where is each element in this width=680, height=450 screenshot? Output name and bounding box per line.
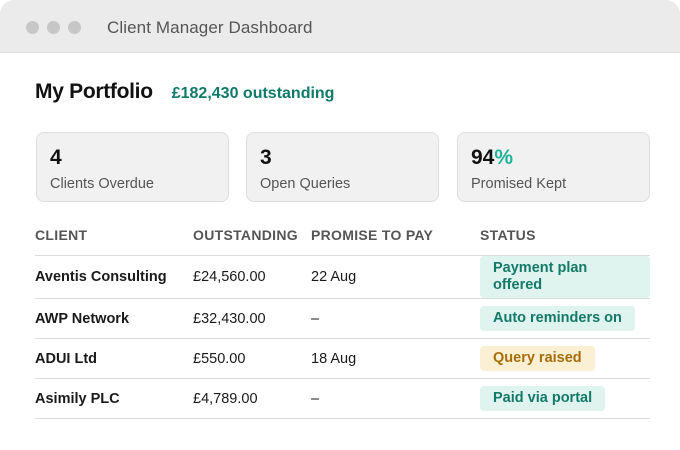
window-close-icon[interactable]: [26, 21, 39, 34]
client-name: ADUI Ltd: [35, 338, 193, 379]
outstanding-amount: £550.00: [193, 338, 311, 379]
table-header-row: CLIENT OUTSTANDING PROMISE TO PAY STATUS: [35, 215, 650, 256]
status-badge: Payment plan offered: [480, 256, 650, 298]
outstanding-amount: £24,560.00: [193, 255, 311, 299]
status-cell: Query raised: [480, 338, 650, 379]
card-label: Clients Overdue: [50, 176, 154, 192]
title-bar: Client Manager Dashboard: [0, 0, 680, 53]
card-value: 94: [471, 146, 495, 169]
outstanding-amount: £32,430.00: [193, 298, 311, 339]
status-cell: Auto reminders on: [480, 298, 650, 339]
summary-cards: 4 Clients Overdue 3 Open Queries 94% Pro…: [36, 132, 650, 202]
column-header-promise[interactable]: PROMISE TO PAY: [311, 215, 480, 256]
card-open-queries[interactable]: 3 Open Queries: [246, 132, 439, 202]
status-badge: Query raised: [480, 346, 595, 371]
card-value: 4: [50, 146, 62, 169]
card-label: Open Queries: [260, 176, 351, 192]
promise-date: –: [311, 298, 480, 339]
column-header-client[interactable]: CLIENT: [35, 215, 193, 256]
portfolio-header: My Portfolio £182,430 outstanding: [35, 80, 334, 104]
card-label: Promised Kept: [471, 176, 567, 192]
client-name: AWP Network: [35, 298, 193, 339]
status-badge: Auto reminders on: [480, 306, 635, 331]
window-minimize-icon[interactable]: [47, 21, 60, 34]
page-title: My Portfolio: [35, 80, 153, 103]
client-name: Asimily PLC: [35, 378, 193, 419]
outstanding-amount: £4,789.00: [193, 378, 311, 419]
percent-sign: %: [494, 146, 514, 169]
card-value-wrap: 94%: [471, 146, 513, 170]
status-cell: Payment plan offered: [480, 255, 650, 299]
status-badge: Paid via portal: [480, 386, 606, 411]
column-header-outstanding[interactable]: OUTSTANDING: [193, 215, 311, 256]
card-value: 3: [260, 146, 272, 169]
card-promised-kept[interactable]: 94% Promised Kept: [457, 132, 650, 202]
promise-date: 22 Aug: [311, 255, 480, 299]
table-row[interactable]: AWP Network £32,430.00 – Auto reminders …: [35, 298, 650, 339]
promise-date: 18 Aug: [311, 338, 480, 379]
window-title: Client Manager Dashboard: [107, 18, 313, 37]
table-row[interactable]: Aventis Consulting £24,560.00 22 Aug Pay…: [35, 255, 650, 299]
column-header-status[interactable]: STATUS: [480, 215, 650, 256]
status-cell: Paid via portal: [480, 378, 650, 419]
promise-date: –: [311, 378, 480, 419]
table-row[interactable]: ADUI Ltd £550.00 18 Aug Query raised: [35, 338, 650, 379]
client-name: Aventis Consulting: [35, 255, 193, 299]
table-row[interactable]: Asimily PLC £4,789.00 – Paid via portal: [35, 378, 650, 419]
outstanding-total: £182,430 outstanding: [171, 85, 335, 102]
card-clients-overdue[interactable]: 4 Clients Overdue: [36, 132, 229, 202]
clients-table: CLIENT OUTSTANDING PROMISE TO PAY STATUS…: [35, 215, 650, 419]
window-maximize-icon[interactable]: [68, 21, 81, 34]
